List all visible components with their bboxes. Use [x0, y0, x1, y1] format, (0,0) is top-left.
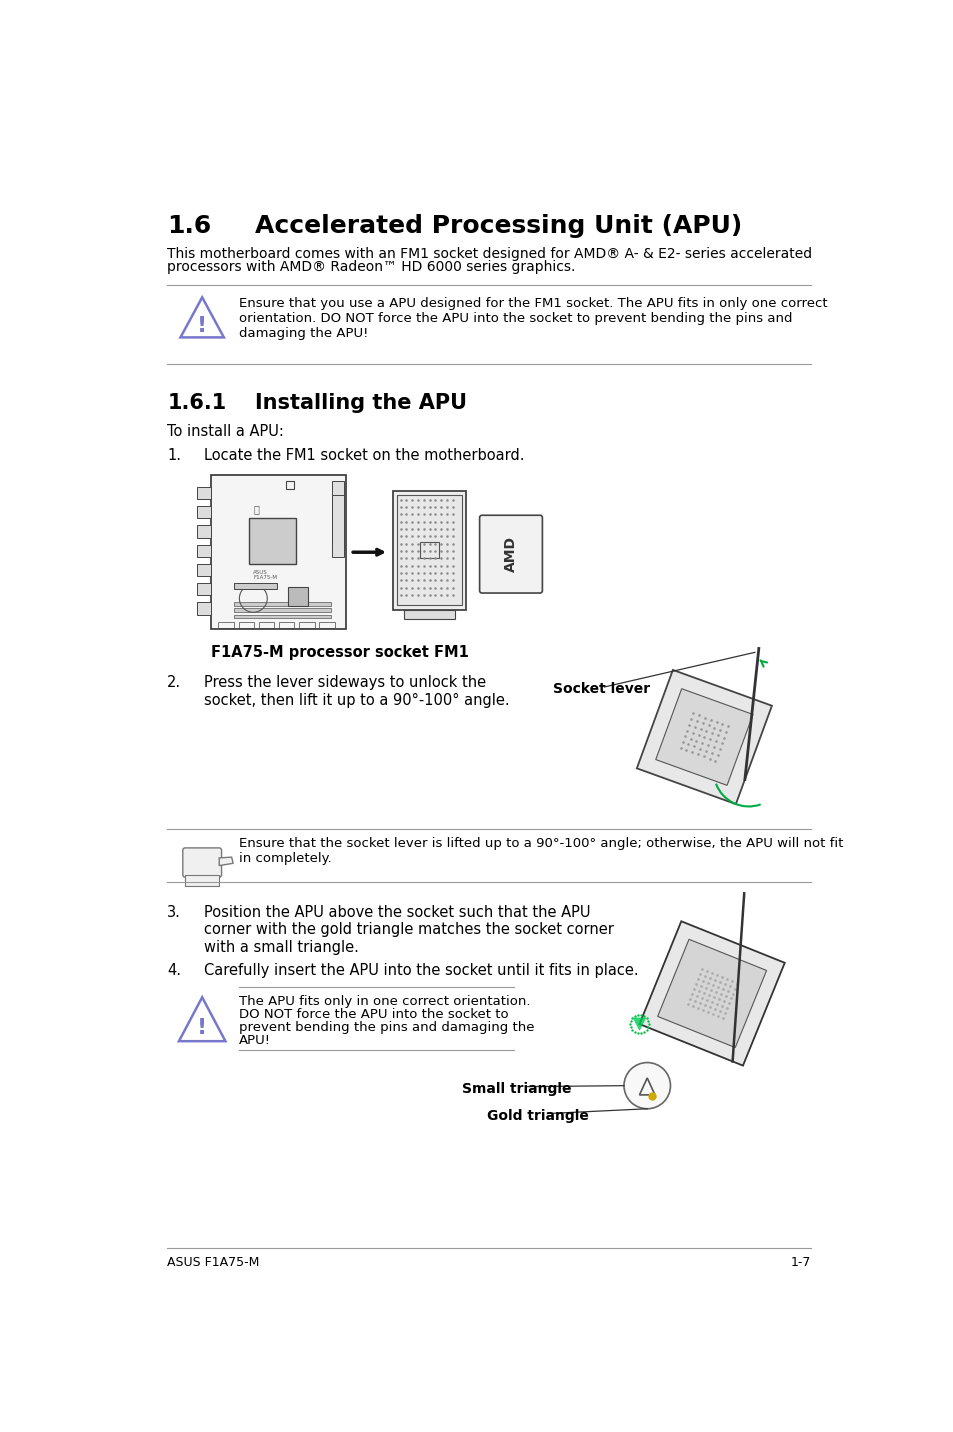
Bar: [298, 621, 314, 627]
Bar: [258, 621, 274, 627]
Polygon shape: [633, 1018, 645, 1030]
Text: AMD: AMD: [503, 536, 517, 571]
Text: Gold triangle: Gold triangle: [487, 1108, 589, 1123]
Polygon shape: [219, 858, 233, 865]
Polygon shape: [639, 921, 784, 1065]
Text: ASUS F1A75-M: ASUS F1A75-M: [167, 1256, 259, 1269]
Bar: [233, 603, 331, 606]
Text: This motherboard comes with an FM1 socket designed for AMD® A- & E2- series acce: This motherboard comes with an FM1 socke…: [167, 246, 812, 261]
Text: 1-7: 1-7: [789, 1256, 810, 1269]
Bar: [238, 621, 253, 627]
Bar: [211, 475, 346, 629]
Text: Small triangle: Small triangle: [461, 1083, 571, 1095]
Text: Carefully insert the APU into the socket until it fits in place.: Carefully insert the APU into the socket…: [204, 962, 639, 978]
Text: 1.6.1: 1.6.1: [167, 392, 226, 412]
Bar: [419, 543, 438, 557]
Text: Position the APU above the socket such that the APU
corner with the gold triangl: Position the APU above the socket such t…: [204, 905, 614, 955]
Bar: [196, 564, 211, 576]
Bar: [233, 583, 276, 589]
Text: The APU fits only in one correct orientation.: The APU fits only in one correct orienta…: [239, 995, 530, 1008]
Polygon shape: [657, 939, 766, 1048]
Bar: [393, 491, 466, 610]
Text: 3.: 3.: [167, 905, 181, 919]
Text: To install a APU:: To install a APU:: [167, 424, 284, 438]
FancyBboxPatch shape: [479, 516, 542, 593]
Bar: [278, 621, 294, 627]
Text: 1.: 1.: [167, 448, 181, 464]
Text: ASUS: ASUS: [253, 570, 268, 574]
Bar: [288, 587, 307, 606]
Text: 2.: 2.: [167, 676, 181, 690]
Bar: [218, 621, 233, 627]
Text: Press the lever sideways to unlock the
socket, then lift it up to a 90°-100° ang: Press the lever sideways to unlock the s…: [204, 676, 510, 707]
Bar: [319, 621, 335, 627]
Text: prevent bending the pins and damaging the: prevent bending the pins and damaging th…: [239, 1021, 535, 1034]
Text: !: !: [197, 316, 207, 337]
Bar: [332, 495, 344, 557]
Text: processors with AMD® Radeon™ HD 6000 series graphics.: processors with AMD® Radeon™ HD 6000 ser…: [167, 261, 575, 275]
Bar: [185, 875, 219, 886]
Bar: [397, 495, 461, 606]
Circle shape: [623, 1063, 670, 1108]
Bar: [404, 610, 455, 619]
Text: F1A75-M processor socket FM1: F1A75-M processor socket FM1: [211, 644, 468, 660]
Bar: [332, 481, 344, 543]
Text: F1A75-M: F1A75-M: [253, 574, 277, 580]
Bar: [196, 583, 211, 596]
Text: Locate the FM1 socket on the motherboard.: Locate the FM1 socket on the motherboard…: [204, 448, 524, 464]
Text: 1.6: 1.6: [167, 215, 212, 238]
Text: Accelerated Processing Unit (APU): Accelerated Processing Unit (APU): [254, 215, 741, 238]
Bar: [233, 609, 331, 613]
Text: ⚿: ⚿: [253, 504, 259, 514]
Bar: [286, 481, 294, 490]
Text: Socket lever: Socket lever: [553, 682, 650, 696]
Bar: [196, 544, 211, 557]
Text: !: !: [197, 1018, 207, 1038]
Bar: [196, 603, 211, 614]
Bar: [233, 614, 331, 619]
Bar: [196, 487, 211, 500]
Polygon shape: [655, 689, 752, 785]
Text: 4.: 4.: [167, 962, 181, 978]
Bar: [249, 517, 295, 564]
Text: DO NOT force the APU into the socket to: DO NOT force the APU into the socket to: [239, 1008, 509, 1021]
Bar: [196, 526, 211, 537]
Polygon shape: [637, 670, 771, 805]
Text: Ensure that the socket lever is lifted up to a 90°-100° angle; otherwise, the AP: Ensure that the socket lever is lifted u…: [239, 838, 842, 865]
FancyBboxPatch shape: [183, 848, 221, 878]
Bar: [196, 505, 211, 518]
Text: APU!: APU!: [239, 1034, 271, 1047]
Text: Ensure that you use a APU designed for the FM1 socket. The APU fits in only one : Ensure that you use a APU designed for t…: [239, 296, 827, 339]
Text: Installing the APU: Installing the APU: [254, 392, 466, 412]
